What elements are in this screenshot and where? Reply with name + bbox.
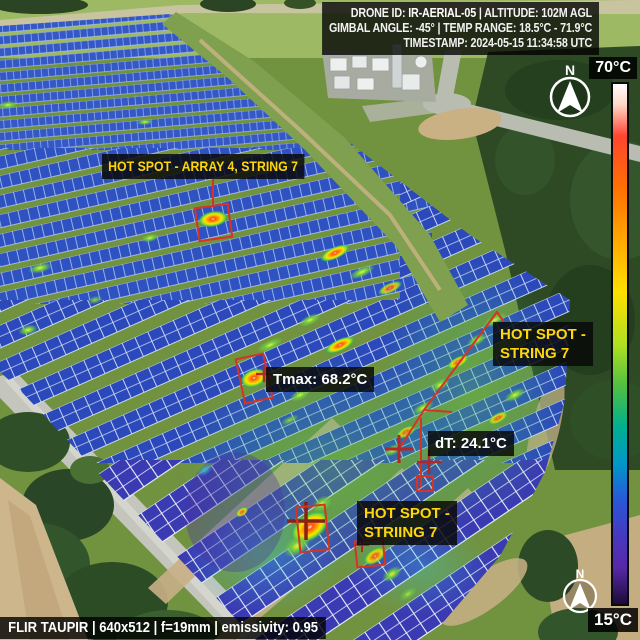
delta-t-label: dT: 24.1°C [428, 431, 514, 456]
compass-bottom: N [562, 567, 598, 614]
hotspot-array-label: HOT SPOT - ARRAY 4, STRING 7 [102, 154, 305, 179]
hotspot-string-label: HOT SPOT - STRING 7 [493, 322, 593, 366]
thermal-hotspots [0, 100, 526, 602]
camera-info-footer: FLIR TAUPIR | 640x512 | f=19mm | emissiv… [0, 617, 327, 639]
north-arrow-icon [557, 81, 583, 113]
scale-min-label: 15°C [588, 608, 638, 632]
grass-corridor [162, 12, 468, 322]
temperature-color-bar [611, 82, 629, 606]
scale-max-label: 70°C [589, 57, 637, 79]
telemetry-line-3: TIMESTAMP: 2024-05-15 11:34:58 UTC [403, 36, 593, 50]
compass-bottom-n: N [576, 567, 585, 581]
compass-top-n: N [565, 62, 575, 78]
north-arrow-icon [569, 583, 591, 610]
equipment-station [322, 43, 436, 102]
roads [362, 50, 640, 162]
compass-top: N [549, 62, 591, 118]
hotspot-string-line1: HOT SPOT - [500, 326, 586, 343]
hotspot-striing-line2: STRIING 7 [364, 524, 438, 541]
hotspot-striing-line1: HOT SPOT - [364, 505, 450, 522]
drone-id: IR-AERIAL-05 [408, 6, 477, 20]
telemetry-line-1: DRONE ID: IR-AERIAL-05 | ALTITUDE: 102M … [350, 6, 593, 20]
telemetry-header: DRONE ID: IR-AERIAL-05 | ALTITUDE: 102M … [322, 2, 599, 55]
hotspot-string-line2: STRING 7 [500, 345, 570, 362]
tmax-label: Tmax: 68.2°C [266, 367, 375, 392]
telemetry-line-2: GIMBAL ANGLE: -45° | TEMP RANGE: 18.5°C … [329, 21, 593, 35]
hotspot-striing-label: HOT SPOT - STRIING 7 [357, 501, 457, 545]
